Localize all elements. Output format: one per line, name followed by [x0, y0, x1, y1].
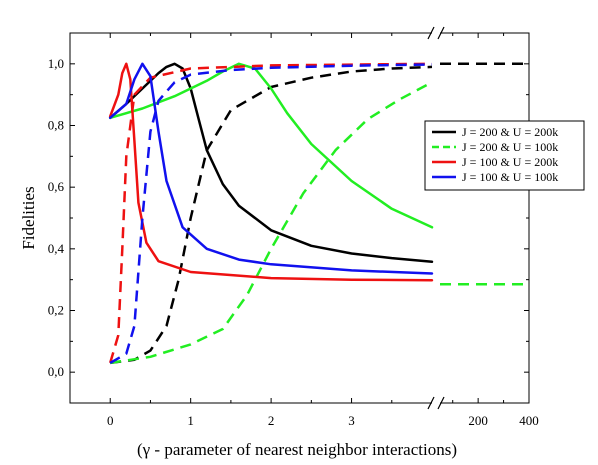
series-line	[109, 62, 433, 364]
break-slash	[427, 396, 435, 410]
series-line	[108, 62, 434, 275]
x-axis-title: (γ - parameter of nearest neighbor inter…	[137, 440, 457, 459]
series-line	[108, 62, 434, 229]
series-line	[108, 62, 434, 282]
legend: J = 200 & U = 200k J = 200 & U = 100k J …	[424, 120, 585, 191]
break-gap	[432, 397, 440, 409]
series-line	[110, 81, 433, 365]
y-tick-label: 0,2	[48, 303, 64, 318]
axis-break-marks	[427, 26, 445, 410]
series-line	[108, 62, 434, 264]
y-tick-label: 0,0	[48, 364, 64, 379]
x-tick-label: 3	[348, 413, 355, 428]
series-line	[110, 65, 433, 365]
y-tick-label: 0,6	[48, 179, 65, 194]
x-tick-label: 1	[187, 413, 194, 428]
break-slash	[437, 26, 445, 40]
legend-label: J = 100 & U = 100k	[462, 170, 558, 184]
y-tick-label: 1,0	[48, 56, 64, 71]
series-line	[109, 63, 433, 364]
break-slash	[427, 26, 435, 40]
x-tick-label: 200	[468, 413, 488, 428]
x-tick-label: 2	[268, 413, 275, 428]
x-tick-label: 0	[107, 413, 114, 428]
y-tick-label: 0,8	[48, 118, 64, 133]
break-gap	[432, 27, 440, 39]
legend-label: J = 100 & U = 200k	[462, 155, 558, 169]
legend-label: J = 200 & U = 200k	[462, 125, 558, 139]
x-tick-label: 400	[519, 413, 539, 428]
y-axis-ticks: 0,0 0,2 0,4 0,6 0,8 1,0	[48, 56, 529, 379]
y-tick-label: 0,4	[48, 241, 65, 256]
break-slash	[437, 396, 445, 410]
series-layer	[108, 62, 529, 365]
x-axis-ticks: 0 1 2 3 200 400	[69, 33, 539, 428]
y-axis-title: Fidelities	[19, 186, 38, 249]
legend-label: J = 200 & U = 100k	[462, 140, 558, 154]
